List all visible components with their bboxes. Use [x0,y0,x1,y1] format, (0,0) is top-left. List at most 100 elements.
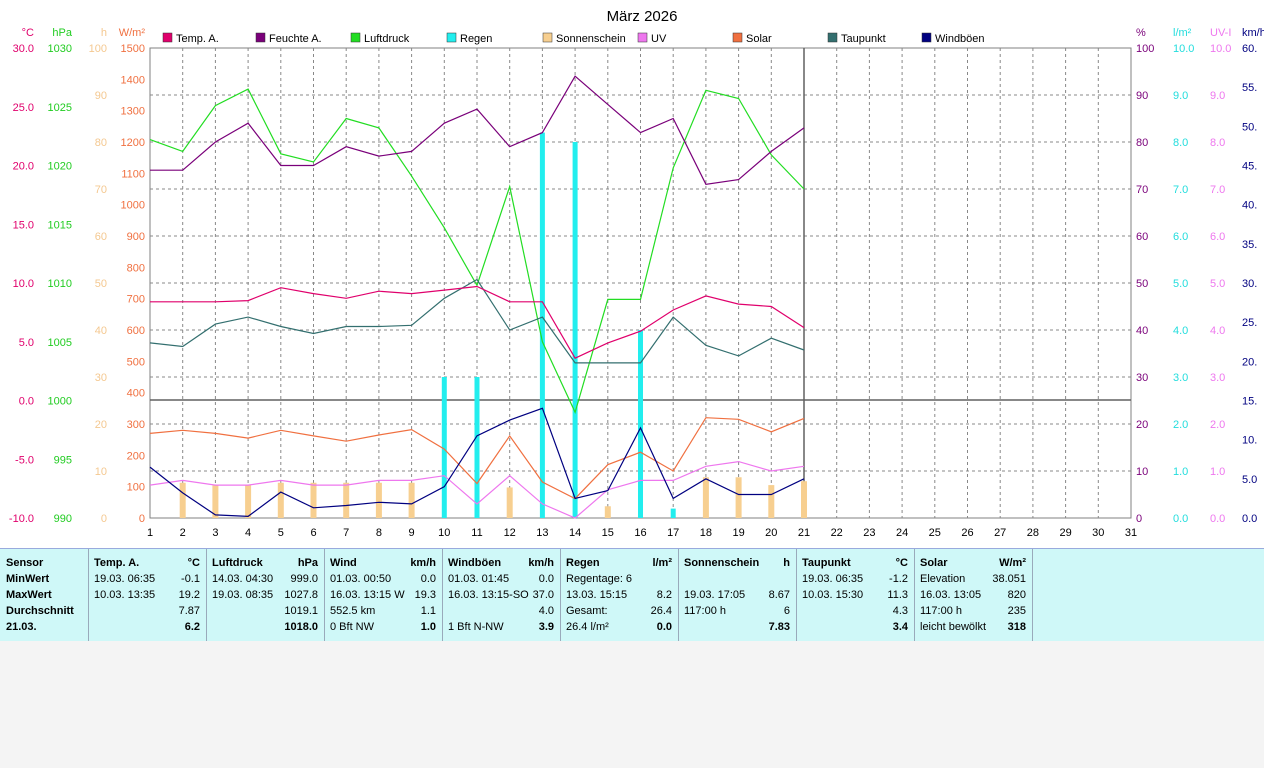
sunshine-bar [604,506,611,518]
series-line-temp-a- [150,285,805,359]
stats-sun-max: 19.03. 17:05 8.67 [684,589,790,601]
day-tick-label: 26 [961,527,973,539]
statistics-panel: Sensor MinWert MaxWert Durchschnitt 21.0… [0,548,1264,641]
stats-temp-today: 6.2 [184,621,200,633]
legend-swatch [350,32,361,43]
stats-sun-column: Sonnenschein h 19.03. 17:05 8.67 117:00 h… [678,549,797,641]
press-tick-label: 1020 [48,161,72,173]
hum-tick-label: 30 [1136,372,1148,384]
stats-temp-header: Temp. A. [94,557,140,569]
stats-dew-min: 19.03. 06:35 -1.2 [802,573,908,585]
rain-axis-unit: l/m² [1173,27,1192,39]
rain-tick-label: 0.0 [1173,513,1188,525]
solar-tick-label: 600 [127,325,145,337]
uv-tick-label: 2.0 [1210,419,1225,431]
lines [149,75,805,519]
day-tick-label: 30 [1092,527,1104,539]
uv-tick-label: 9.0 [1210,90,1225,102]
uv-tick-label: 7.0 [1210,184,1225,196]
solar-tick-label: 300 [127,419,145,431]
rain-bar [441,377,447,518]
rain-bar [572,142,578,518]
uv-tick-label: 6.0 [1210,231,1225,243]
solar-tick-label: 100 [127,482,145,494]
sunshine-bar [506,487,513,518]
wind-tick-label: 60. [1242,43,1257,55]
chart-title: März 2026 [607,8,678,25]
temp-tick-label: -10.0 [9,513,34,525]
press-tick-label: 1005 [48,337,72,349]
temp-axis-unit: °C [22,27,34,39]
day-tick-label: 18 [700,527,712,539]
solar-tick-label: 500 [127,356,145,368]
stats-wind-min: 01.03. 00:50 0.0 [330,573,436,585]
day-tick-label: 19 [732,527,744,539]
legend-swatch [446,32,457,43]
stats-sensor-header: Sensor [6,557,44,569]
stats-dew-max: 10.03. 15:30 11.3 [802,589,908,601]
day-tick-label: 14 [569,527,581,539]
day-tick-label: 28 [1027,527,1039,539]
stats-temp-avg: 7.87 [178,605,200,617]
solar-tick-label: 1500 [121,43,145,55]
rain-tick-label: 7.0 [1173,184,1188,196]
solar-tick-label: 1400 [121,74,145,86]
stats-solar-max: 16.03. 13:05 820 [920,589,1026,601]
day-tick-label: 4 [245,527,251,539]
stats-press-avg: 1019.1 [284,605,318,617]
stats-solar-column: Solar W/m² Elevation 38.051 16.03. 13:05 8… [914,549,1033,641]
day-tick-label: 22 [831,527,843,539]
stats-sensor-column: Sensor MinWert MaxWert Durchschnitt 21.0… [0,549,89,641]
rain-tick-label: 4.0 [1173,325,1188,337]
stats-dew-unit: °C [895,557,908,569]
sun-axis-unit: h [101,27,107,39]
day-tick-label: 16 [634,527,646,539]
stats-temp-min: 19.03. 06:35 -0.1 [94,573,200,585]
stats-gust-column: Windböen km/h 01.03. 01:45 0.0 16.03. 13:… [442,549,561,641]
stats-rain-total: Gesamt: 26.4 [566,605,672,617]
stats-rain-unit: l/m² [652,557,672,569]
sunshine-bar [179,482,186,518]
legend-swatch [542,32,553,43]
day-tick-label: 24 [896,527,908,539]
uv-tick-label: 4.0 [1210,325,1225,337]
sunshine-bar [408,482,415,518]
stats-solar-avg: 117:00 h 235 [920,605,1026,617]
press-tick-label: 1010 [48,278,72,290]
stats-temp-max: 10.03. 13:35 19.2 [94,589,200,601]
stats-sun-header: Sonnenschein [684,557,760,569]
stats-press-unit: hPa [297,557,318,569]
legend-swatch [921,32,932,43]
bars [179,132,807,518]
stats-sun-today: 7.83 [768,621,790,633]
sun-tick-label: 20 [95,419,107,431]
legend-label: Feuchte A. [269,33,322,45]
stats-wind-header: Wind [330,557,357,569]
series-line-taupunkt [149,278,805,364]
day-tick-label: 20 [765,527,777,539]
solar-tick-label: 200 [127,450,145,462]
rain-tick-label: 8.0 [1173,137,1188,149]
uv-tick-label: 1.0 [1210,466,1225,478]
press-tick-label: 990 [54,513,72,525]
solar-tick-label: 900 [127,231,145,243]
stats-press-today: 1018.0 [284,621,318,633]
day-tick-label: 12 [504,527,516,539]
stats-gust-max: 16.03. 13:15-SO 37.0 [448,589,554,601]
stats-gust-header: Windböen [448,557,502,569]
hum-tick-label: 70 [1136,184,1148,196]
hum-tick-label: 50 [1136,278,1148,290]
day-tick-label: 11 [471,527,482,539]
temp-tick-label: 25.0 [13,102,34,114]
stats-gust-today: 1 Bft N-NW 3.9 [448,621,554,633]
series-line-windb-en [149,407,805,518]
legend-swatch [255,32,266,43]
stats-rain-header: Regen [566,557,600,569]
day-tick-label: 31 [1125,527,1137,539]
stats-gust-min: 01.03. 01:45 0.0 [448,573,554,585]
temp-tick-label: 0.0 [19,396,34,408]
sun-tick-label: 10 [95,466,107,478]
legend-label: Regen [460,33,492,45]
stats-gust-avg: 4.0 [538,605,554,617]
stats-wind-today: 0 Bft NW 1.0 [330,621,436,633]
